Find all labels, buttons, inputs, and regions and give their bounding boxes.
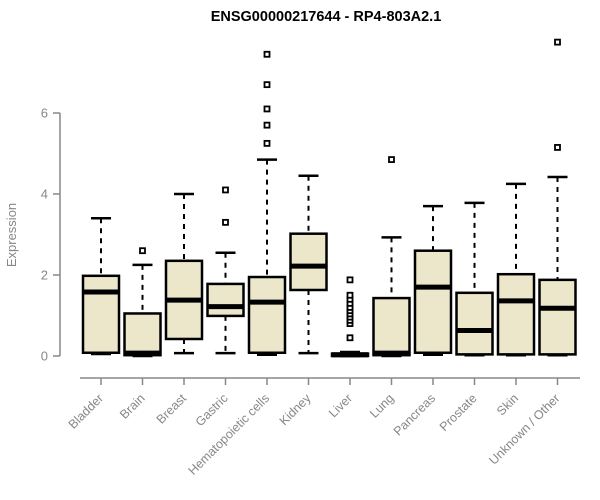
x-tick-label: Bladder <box>66 391 106 431</box>
iqr-box <box>455 291 494 356</box>
box-gastric <box>206 186 245 355</box>
box-prostate <box>455 201 494 357</box>
iqr-box <box>289 232 328 292</box>
outlier-point <box>346 334 354 342</box>
box-breast <box>164 192 204 355</box>
box-hematopoietic-cells <box>247 50 287 357</box>
outlier-point <box>263 50 271 58</box>
x-tick-label: Pancreas <box>391 391 438 438</box>
outlier-point <box>263 139 271 147</box>
outlier-point <box>263 121 271 129</box>
y-tick-label: 6 <box>41 106 48 121</box>
x-tick-label: Liver <box>326 391 355 420</box>
x-tick-label: Kidney <box>277 391 314 428</box>
outlier-point <box>554 144 561 151</box>
y-tick-label: 2 <box>41 268 48 283</box>
boxes-layer <box>81 38 577 358</box>
box-liver <box>330 276 370 358</box>
box-bladder <box>81 217 121 356</box>
x-tick-label: Skin <box>494 391 521 418</box>
outlier-point <box>263 81 271 89</box>
x-tick-label: Gastric <box>193 391 231 429</box>
outlier-point <box>222 186 229 194</box>
iqr-box <box>206 282 245 318</box>
iqr-box <box>81 274 121 355</box>
outlier-point <box>388 156 395 163</box>
box-kidney <box>289 174 328 355</box>
x-tick-label: Prostate <box>437 391 480 434</box>
y-tick-label: 4 <box>41 187 48 202</box>
box-brain <box>123 247 162 358</box>
iqr-box <box>372 296 411 357</box>
x-tick-label: Breast <box>154 391 190 427</box>
outlier-point <box>139 247 146 255</box>
box-lung <box>372 156 411 358</box>
outlier-point <box>346 291 354 299</box>
y-tick-label: 0 <box>41 349 48 364</box>
x-tick-label: Hematopoietic cells <box>186 391 273 478</box>
box-pancreas <box>413 204 453 357</box>
x-tick-label: Brain <box>117 391 148 422</box>
outlier-point <box>222 218 229 226</box>
iqr-box <box>247 275 287 355</box>
box-skin <box>496 182 536 357</box>
outlier-point <box>554 38 561 46</box>
iqr-box <box>496 272 536 356</box>
y-axis: 0 2 4 6 <box>41 106 61 364</box>
box-unknown-other <box>538 38 577 357</box>
chart-title: ENSG00000217644 - RP4-803A2.1 <box>211 9 442 25</box>
iqr-box <box>538 278 577 356</box>
outlier-point <box>263 105 271 113</box>
y-axis-title: Expression <box>4 203 19 267</box>
x-tick-label: Lung <box>367 391 397 421</box>
x-tick-label: Unknown / Other <box>486 391 562 467</box>
iqr-box <box>413 249 453 355</box>
outlier-point <box>346 276 354 284</box>
iqr-box <box>123 312 162 357</box>
